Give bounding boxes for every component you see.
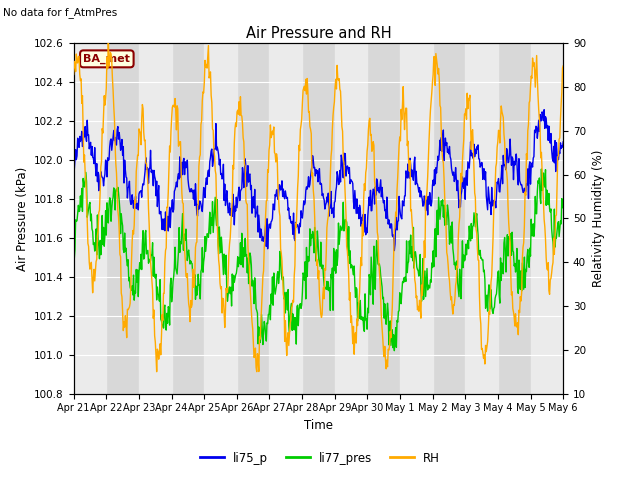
- Bar: [204, 43, 237, 394]
- Bar: [531, 43, 563, 394]
- Bar: [465, 43, 498, 394]
- Y-axis label: Air Pressure (kPa): Air Pressure (kPa): [15, 166, 29, 271]
- Text: No data for f_AtmPres: No data for f_AtmPres: [3, 7, 118, 18]
- Bar: [400, 43, 433, 394]
- Text: BA_met: BA_met: [83, 54, 131, 64]
- Title: Air Pressure and RH: Air Pressure and RH: [246, 25, 391, 41]
- Legend: li75_p, li77_pres, RH: li75_p, li77_pres, RH: [195, 447, 445, 469]
- Bar: [74, 43, 106, 394]
- Bar: [139, 43, 172, 394]
- Bar: [335, 43, 367, 394]
- Bar: [269, 43, 302, 394]
- Y-axis label: Relativity Humidity (%): Relativity Humidity (%): [591, 150, 605, 287]
- X-axis label: Time: Time: [304, 419, 333, 432]
